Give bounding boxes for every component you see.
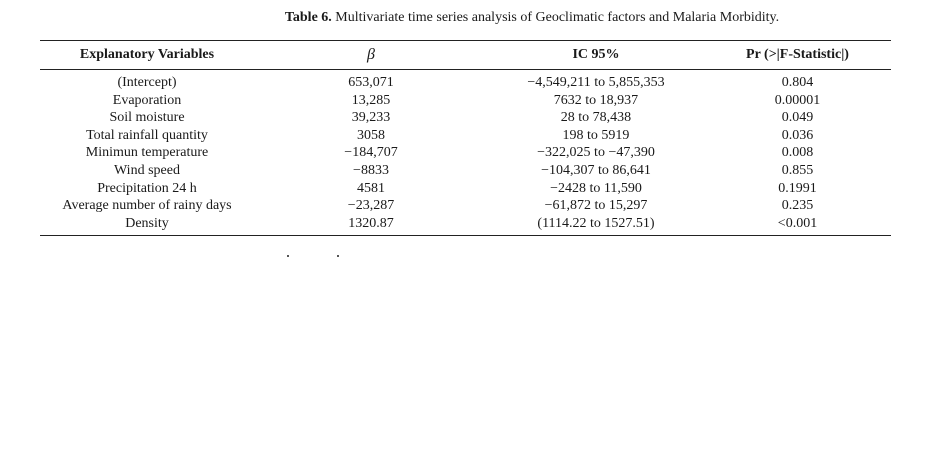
- cell-beta: 39,233: [351, 110, 391, 126]
- cell-p-value: 0.00001: [774, 92, 821, 108]
- cell-beta: 13,285: [351, 92, 391, 108]
- cell-variable: Soil moisture: [109, 110, 185, 126]
- cell-p-value: 0.855: [781, 162, 814, 178]
- cell-p-value: 0.036: [781, 127, 814, 143]
- cell-beta: 1320.87: [348, 215, 394, 231]
- header-p-value: Pr (>|F-Statistic|): [704, 40, 891, 70]
- header-explanatory-variables: Explanatory Variables: [40, 40, 254, 70]
- cell-p-value: <0.001: [777, 215, 818, 231]
- table-row: Evaporation 13,285 7632 to 18,937 0.0000…: [40, 92, 891, 110]
- table-header: Explanatory Variables β IC 95% Pr (>|F-S…: [40, 40, 891, 70]
- cell-ic95: −61,872 to 15,297: [544, 198, 648, 214]
- table-caption-text: Multivariate time series analysis of Geo…: [335, 10, 780, 25]
- cell-variable: Density: [125, 215, 169, 231]
- table-header-row: Explanatory Variables β IC 95% Pr (>|F-S…: [40, 40, 891, 70]
- cell-variable: Evaporation: [112, 92, 182, 108]
- cell-p-value: 0.049: [781, 110, 814, 126]
- table-row: Total rainfall quantity 3058 198 to 5919…: [40, 127, 891, 145]
- table-row: Minimun temperature −184,707 −322,025 to…: [40, 144, 891, 162]
- cell-ic95: −104,307 to 86,641: [541, 162, 651, 178]
- cell-variable: Total rainfall quantity: [86, 127, 208, 143]
- table-row: Average number of rainy days −23,287 −61…: [40, 197, 891, 215]
- table-row: Precipitation 24 h 4581 −2428 to 11,590 …: [40, 180, 891, 198]
- cell-variable: Precipitation 24 h: [97, 180, 197, 196]
- cell-p-value: 0.804: [781, 75, 814, 90]
- table-caption-label: Table 6.: [284, 10, 332, 25]
- scan-artifact-mark: [287, 250, 290, 257]
- cell-ic95: −322,025 to −47,390: [537, 145, 655, 161]
- table-row: Soil moisture 39,233 28 to 78,438 0.049: [40, 109, 891, 127]
- cell-beta: 653,071: [348, 75, 394, 90]
- results-table-container: Explanatory Variables β IC 95% Pr (>|F-S…: [40, 40, 891, 237]
- cell-beta: −8833: [353, 162, 389, 178]
- cell-variable: (Intercept): [117, 75, 177, 90]
- cell-beta: −184,707: [344, 145, 398, 161]
- cell-beta: 3058: [357, 127, 385, 143]
- cell-ic95: (1114.22 to 1527.51): [537, 215, 655, 231]
- cell-p-value: 0.008: [781, 145, 814, 161]
- table-row: (Intercept) 653,071 −4,549,211 to 5,855,…: [40, 70, 891, 92]
- cell-variable: Minimun temperature: [85, 145, 209, 161]
- cell-ic95: 28 to 78,438: [560, 110, 632, 126]
- table-row: Density 1320.87 (1114.22 to 1527.51) <0.…: [40, 215, 891, 236]
- cell-p-value: 0.235: [781, 198, 814, 214]
- table-row: Wind speed −8833 −104,307 to 86,641 0.85…: [40, 162, 891, 180]
- cell-variable: Wind speed: [114, 162, 180, 178]
- scan-artifact-mark: [337, 250, 340, 257]
- cell-p-value: 0.1991: [778, 180, 817, 196]
- header-beta: β: [254, 40, 488, 70]
- cell-variable: Average number of rainy days: [62, 198, 232, 214]
- cell-beta: 4581: [357, 180, 385, 196]
- cell-ic95: −2428 to 11,590: [550, 180, 642, 196]
- cell-ic95: 7632 to 18,937: [553, 92, 639, 108]
- header-ic95: IC 95%: [488, 40, 704, 70]
- cell-ic95: −4,549,211 to 5,855,353: [527, 75, 665, 90]
- cell-ic95: 198 to 5919: [562, 127, 630, 143]
- table-body: (Intercept) 653,071 −4,549,211 to 5,855,…: [40, 70, 891, 236]
- table-caption: Table 6. Multivariate time series analys…: [0, 9, 937, 27]
- results-table: Explanatory Variables β IC 95% Pr (>|F-S…: [40, 40, 891, 237]
- cell-beta: −23,287: [347, 198, 395, 214]
